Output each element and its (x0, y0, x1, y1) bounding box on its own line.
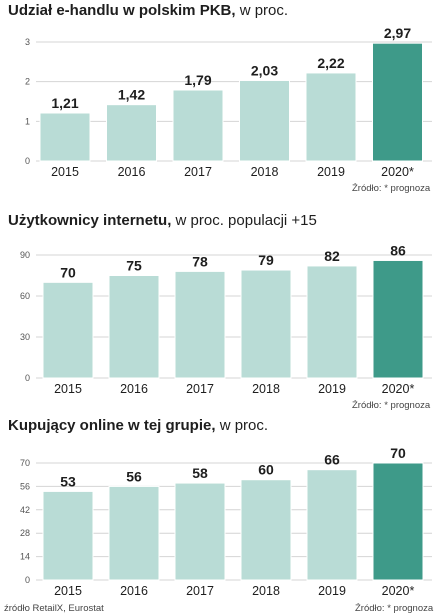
y-tick-label: 3 (25, 37, 30, 47)
footer-note: Źródło: * prognoza (355, 603, 434, 614)
x-tick-label: 2019 (318, 382, 346, 396)
bar (172, 89, 224, 162)
x-tick-label: 2017 (184, 165, 212, 179)
x-tick-label: 2017 (186, 584, 214, 598)
bar-value-label: 66 (324, 452, 340, 468)
chart-title-bold: Użytkownicy internetu, (8, 212, 172, 229)
x-tick-label: 2018 (252, 584, 280, 598)
x-tick-label: 2018 (251, 165, 279, 179)
bar-value-label: 82 (324, 248, 340, 264)
chart-title-bold: Kupujący online w tej grupie, (8, 417, 216, 434)
y-tick-label: 56 (20, 481, 30, 491)
bar-value-label: 58 (192, 465, 208, 481)
bar-value-label: 2,03 (251, 62, 278, 78)
bar-value-label: 86 (390, 242, 406, 258)
bar-value-label: 78 (192, 253, 208, 269)
bar (239, 79, 290, 162)
bar (174, 482, 226, 581)
chart-online-buyers: 0 14 28 42 56 70 53 2015 56 2016 58 2017 60 2018 66 201… (20, 445, 432, 598)
x-tick-label: 2016 (118, 165, 146, 179)
bar (372, 42, 423, 162)
bar-value-label: 2,22 (317, 55, 344, 71)
x-tick-label: 2016 (120, 382, 148, 396)
bar (240, 269, 292, 379)
x-tick-label: 2015 (54, 382, 82, 396)
bar (108, 485, 160, 581)
chart-title-bold: Udział e-handlu w polskim PKB, (8, 2, 236, 19)
bar (372, 462, 424, 581)
chart-title-rest: w proc. populacji +15 (171, 212, 317, 229)
chart-title-internet-users: Użytkownicy internetu, w proc. populacji… (8, 212, 317, 229)
footer-source: źródło RetailX, Eurostat (4, 603, 104, 614)
y-tick-label: 1 (25, 116, 30, 126)
chart-note: Źródło: * prognoza (352, 183, 431, 194)
y-tick-label: 70 (20, 458, 30, 468)
x-tick-label: 2015 (51, 165, 79, 179)
chart-title-online-buyers: Kupujący online w tej grupie, w proc. (8, 417, 268, 434)
x-tick-label: 2019 (317, 165, 345, 179)
x-tick-label: 2018 (252, 382, 280, 396)
bar (240, 479, 292, 581)
chart-ecommerce-gdp: 0 1 2 3 1,21 2015 1,42 2016 1,79 2017 2,03 2018 2,22… (25, 25, 432, 179)
chart-internet-users: 0 30 60 90 70 2015 75 2016 78 2017 79 2018 82 2019 86 2… (20, 242, 432, 396)
y-tick-label: 28 (20, 528, 30, 538)
chart-title-ecommerce-gdp: Udział e-handlu w polskim PKB, w proc. (8, 2, 288, 19)
bar-value-label: 79 (258, 252, 274, 268)
chart-title-rest: w proc. (215, 417, 269, 434)
y-tick-label: 30 (20, 332, 30, 342)
x-tick-label: 2020* (382, 584, 415, 598)
x-tick-label: 2015 (54, 584, 82, 598)
x-tick-label: 2020* (381, 165, 414, 179)
bar-value-label: 70 (390, 445, 406, 461)
x-tick-label: 2019 (318, 584, 346, 598)
bar-value-label: 1,21 (51, 95, 78, 111)
bar-value-label: 2,97 (384, 25, 411, 41)
y-tick-label: 42 (20, 505, 30, 515)
bar-value-label: 75 (126, 258, 142, 274)
bar (39, 112, 91, 162)
x-tick-label: 2016 (120, 584, 148, 598)
y-tick-label: 0 (25, 373, 30, 383)
bar-value-label: 1,42 (118, 87, 145, 103)
y-tick-label: 60 (20, 291, 30, 301)
bar-value-label: 56 (126, 468, 142, 484)
bar-value-label: 60 (258, 462, 274, 478)
bar (306, 469, 358, 581)
bar (372, 259, 424, 379)
y-tick-label: 2 (25, 77, 30, 87)
y-tick-label: 0 (25, 575, 30, 585)
chart-title-rest: w proc. (235, 2, 289, 19)
bar-value-label: 1,79 (184, 72, 211, 88)
chart-note: Źródło: * prognoza (352, 400, 431, 411)
y-tick-label: 90 (20, 250, 30, 260)
bar (42, 281, 94, 379)
bar-value-label: 53 (60, 473, 76, 489)
y-tick-label: 14 (20, 552, 30, 562)
bar (306, 265, 358, 379)
x-tick-label: 2017 (186, 382, 214, 396)
bar (174, 270, 226, 379)
x-tick-label: 2020* (382, 382, 415, 396)
bar-value-label: 70 (60, 264, 76, 280)
y-tick-label: 0 (25, 156, 30, 166)
bar (106, 104, 157, 162)
bar (305, 72, 357, 162)
bar (42, 490, 94, 581)
bar (108, 275, 160, 379)
